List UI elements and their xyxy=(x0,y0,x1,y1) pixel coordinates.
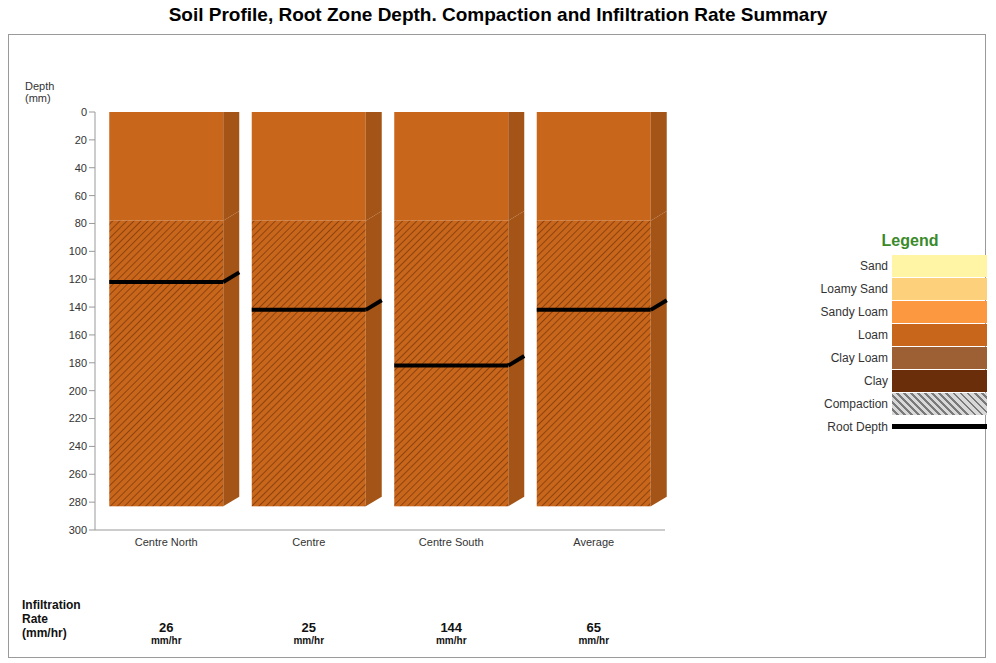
html-text:Sand: Sand xyxy=(860,258,888,273)
svg-text:60: 60 xyxy=(75,190,87,202)
svg-text:120: 120 xyxy=(69,273,87,285)
html-text:Root Depth: Root Depth xyxy=(827,419,888,434)
html-text:Legend: Legend xyxy=(881,232,939,249)
html-text:Clay: Clay xyxy=(864,373,888,388)
html-text:Depth: Depth xyxy=(25,80,55,92)
html-text:26: 26 xyxy=(159,620,174,635)
html-text:mm/hr: mm/hr xyxy=(436,635,467,646)
html-text:(mm): (mm) xyxy=(25,92,51,104)
svg-text:20: 20 xyxy=(75,134,87,146)
svg-text:260: 260 xyxy=(69,468,87,480)
html-text:Sandy Loam: Sandy Loam xyxy=(820,304,888,319)
html-text:144: 144 xyxy=(440,620,463,635)
svg-text:Centre North: Centre North xyxy=(135,536,198,548)
svg-text:100: 100 xyxy=(69,245,87,257)
svg-text:0: 0 xyxy=(81,106,87,118)
html-text:Soil Profile, Root Zone Depth.: Soil Profile, Root Zone Depth. Compactio… xyxy=(168,4,828,25)
svg-text:180: 180 xyxy=(69,357,87,369)
svg-text:40: 40 xyxy=(75,162,87,174)
svg-text:220: 220 xyxy=(69,412,87,424)
svg-text:200: 200 xyxy=(69,385,87,397)
svg-text:280: 280 xyxy=(69,496,87,508)
html-text:Clay Loam: Clay Loam xyxy=(830,350,888,365)
html-text:Compaction: Compaction xyxy=(824,396,888,411)
svg-text:240: 240 xyxy=(69,440,87,452)
svg-text:Centre: Centre xyxy=(292,536,325,548)
html-text:mm/hr: mm/hr xyxy=(293,635,324,646)
html-text:mm/hr: mm/hr xyxy=(151,635,182,646)
svg-text:140: 140 xyxy=(69,301,87,313)
html-text:Loam: Loam xyxy=(858,327,888,342)
svg-text:160: 160 xyxy=(69,329,87,341)
html-text:65: 65 xyxy=(586,620,601,635)
svg-text:Average: Average xyxy=(573,536,614,548)
svg-text:80: 80 xyxy=(75,217,87,229)
html-text:Infiltration Rate (mm/hr): Infiltration Rate (mm/hr) xyxy=(22,598,81,640)
html-text:Loamy Sand: Loamy Sand xyxy=(820,281,888,296)
html-text:mm/hr: mm/hr xyxy=(578,635,609,646)
html-text:25: 25 xyxy=(301,620,316,635)
svg-text:300: 300 xyxy=(69,524,87,536)
svg-text:Centre South: Centre South xyxy=(419,536,484,548)
